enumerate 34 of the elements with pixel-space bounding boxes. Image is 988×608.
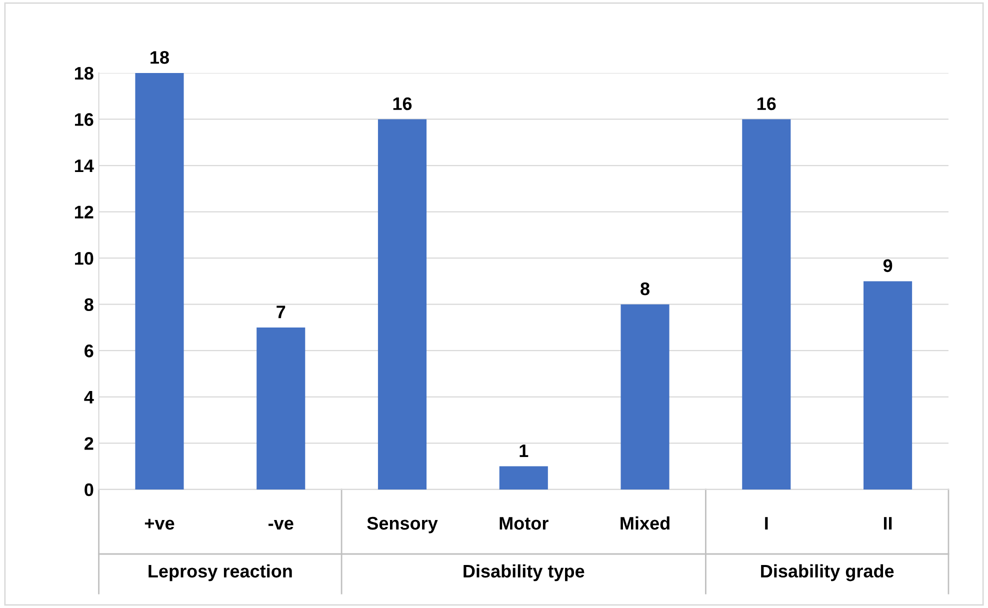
y-tick-label: 6 [84, 344, 94, 358]
bar [499, 466, 548, 490]
text: Disability type [464, 564, 584, 582]
x-tick-label: I [765, 517, 768, 530]
x-tick-label: +ve [144, 518, 174, 530]
x-tick-label: -ve [268, 520, 294, 530]
data-label: 9 [883, 259, 892, 272]
data-label: 16 [393, 97, 412, 110]
y-tick-label: 10 [74, 252, 94, 265]
text: Disability grade [761, 564, 894, 582]
y-tick-label: 12 [74, 206, 94, 218]
x-tick-label: Sensory [367, 516, 438, 534]
bar [620, 304, 670, 490]
data-label: 7 [276, 306, 286, 318]
y-tick-label: 8 [84, 298, 94, 312]
y-tick-label: 18 [74, 66, 94, 80]
x-tick-label: II [884, 517, 892, 530]
y-tick-label: 14 [74, 160, 94, 172]
data-label: 18 [150, 51, 169, 64]
bar [256, 327, 306, 490]
x-tick-label: Mixed [620, 516, 670, 530]
y-tick-label: 4 [84, 391, 94, 404]
text: Leprosy reaction [148, 564, 292, 582]
bar [742, 119, 791, 490]
data-label: 16 [758, 97, 776, 110]
y-tick-label: 16 [74, 113, 94, 126]
x-tick-label: Motor [500, 517, 548, 530]
bar [864, 281, 912, 490]
data-label: 8 [640, 282, 650, 296]
y-tick-label: 2 [84, 437, 94, 450]
data-label: 1 [520, 444, 528, 457]
bar [378, 119, 427, 490]
y-tick-label: 0 [84, 483, 94, 496]
bar [135, 72, 184, 490]
